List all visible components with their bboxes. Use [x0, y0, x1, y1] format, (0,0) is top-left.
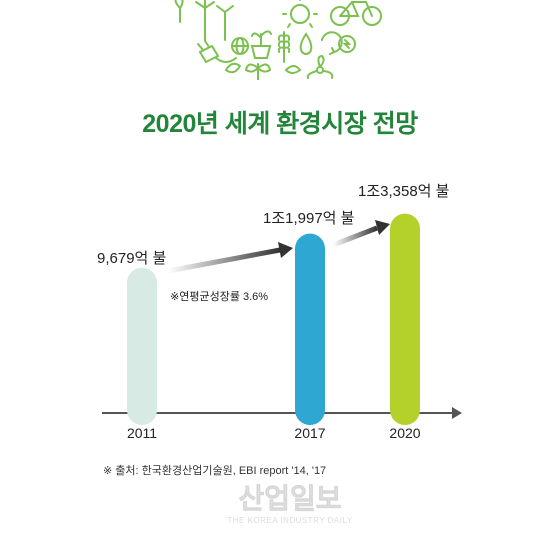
sun-icon	[282, 0, 318, 28]
eco-illustration	[174, 0, 382, 80]
watermark-text: 산업일보	[238, 483, 341, 514]
watermark-subtext: THE KOREA INDUSTRY DAILY	[227, 516, 353, 525]
growth-arrow-1	[167, 242, 293, 274]
growth-arrow-2	[332, 220, 390, 248]
plug-icon	[197, 40, 237, 64]
data-label-2011: 9,679억 불	[97, 250, 166, 267]
watermark-logo: 산업일보 THE KOREA INDUSTRY DAILY	[227, 483, 353, 525]
data-label-2017: 1조1,997억 불	[263, 210, 354, 227]
plant-pot-icon	[250, 30, 272, 59]
bicycle-icon	[330, 0, 382, 26]
globe-icon	[231, 37, 249, 55]
wheat-icon	[277, 31, 291, 63]
fan-icon	[306, 54, 334, 79]
data-label-2020: 1조3,358억 불	[358, 183, 449, 200]
bar-2011	[127, 267, 157, 425]
sprout-icon	[244, 63, 272, 80]
wind-turbine-icon	[195, 0, 234, 41]
x-axis-arrowhead	[452, 407, 462, 419]
x-tick-label-2017: 2017	[294, 425, 325, 441]
leaf-icon	[174, 0, 184, 23]
chart-title: 2020년 세계 환경시장 전망	[142, 110, 418, 138]
water-drop-icon	[299, 32, 313, 55]
bar-2020	[390, 213, 420, 425]
growth-rate-annotation: ※연평균성장률 3.6%	[170, 290, 268, 303]
gear-sun-icon	[338, 35, 356, 53]
x-tick-label-2020: 2020	[389, 425, 420, 441]
bar-2017	[295, 233, 325, 425]
recycle-icon	[321, 31, 343, 55]
source-note: ※ 출처: 한국환경산업기술원, EBI report '14, '17	[103, 465, 327, 477]
x-tick-label-2011: 2011	[127, 425, 157, 441]
leaf-small-icon	[224, 62, 302, 74]
